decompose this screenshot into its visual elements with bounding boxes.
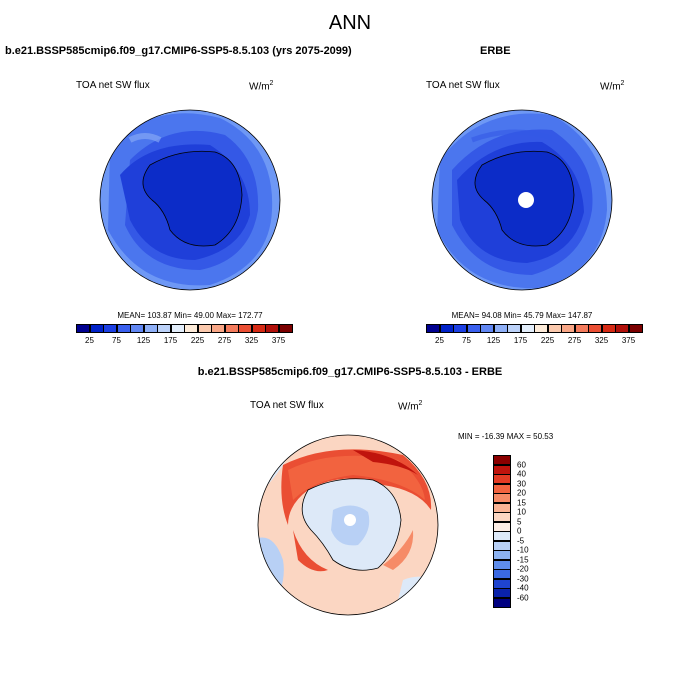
- panel3-units: W/m2: [398, 400, 423, 413]
- panel2-colorbar-swatch: [574, 324, 589, 333]
- panel3-colorbar-label: 60: [517, 460, 526, 469]
- panel1-colorbar-swatch: [157, 324, 171, 333]
- panel2-colorbar: 25 75 125 175 225 275 325 375: [426, 324, 643, 345]
- panel2-colorbar-swatch: [480, 324, 494, 333]
- panel3-colorbar-swatch: [493, 474, 511, 484]
- panel3-colorbar-label: -10: [517, 545, 529, 555]
- panel2-units: W/m2: [600, 80, 625, 93]
- panel3-colorbar-swatch: [493, 531, 511, 541]
- panel3-colorbar-swatch: [493, 483, 511, 494]
- panel1-colorbar-swatch: [103, 324, 117, 333]
- panel3-colorbar-label: 5: [517, 517, 522, 526]
- panel2-colorbar-swatch: [534, 324, 548, 333]
- panel2-stats: MEAN= 94.08 Min= 45.79 Max= 147.87: [451, 311, 593, 320]
- panel3-colorbar-label: -15: [517, 555, 529, 564]
- panel2-colorbar-label: 25: [435, 336, 444, 345]
- panel1-colorbar-swatch: [116, 324, 131, 333]
- panel2-colorbar-swatch: [493, 324, 508, 333]
- panel3-map: [257, 434, 439, 616]
- panel3-colorbar-label: 10: [517, 507, 526, 517]
- panel3-colorbar-swatch: [493, 559, 511, 570]
- panel1-colorbar-swatch: [224, 324, 239, 333]
- panel2-colorbar-label: 375: [621, 336, 636, 345]
- panel2-colorbar-swatch: [615, 324, 629, 333]
- panel3-colorbar-swatch: [493, 493, 511, 503]
- panel1-colorbar-swatch: [265, 324, 279, 333]
- panel1-colorbar-swatch: [130, 324, 144, 333]
- panel1-variable: TOA net SW flux: [76, 80, 150, 91]
- panel3-colorbar-swatch: [493, 588, 511, 598]
- panel2-colorbar-swatch: [507, 324, 521, 333]
- panel2-colorbar-swatch: [466, 324, 481, 333]
- panel1-map: [99, 109, 281, 291]
- panel3-colorbar-label: 40: [517, 469, 526, 479]
- panel3-colorbar-swatch: [493, 569, 511, 579]
- panel2-colorbar-label: 325: [594, 336, 609, 345]
- panel1-stats: MEAN= 103.87 Min= 49.00 Max= 172.77: [117, 311, 263, 320]
- panel2-map: [431, 109, 613, 291]
- panel3-colorbar-swatch: [493, 550, 511, 560]
- panel2-colorbar-swatch: [628, 324, 643, 333]
- panel2-colorbar-swatch: [588, 324, 602, 333]
- panel1-colorbar-label: 75: [112, 336, 121, 345]
- panel3-colorbar-label: -60: [517, 593, 529, 602]
- panel3-colorbar-swatch: [493, 512, 511, 522]
- panel1-colorbar-swatch: [211, 324, 225, 333]
- panel3-colorbar-swatch: [493, 455, 511, 465]
- panel3-colorbar-label: 20: [517, 488, 526, 498]
- panel2-colorbar-swatch: [601, 324, 616, 333]
- main-title: ANN: [328, 12, 372, 34]
- panel1-colorbar-label: 175: [163, 336, 178, 345]
- panel1-colorbar-swatch: [143, 324, 158, 333]
- panel2-colorbar-label: 75: [462, 336, 471, 345]
- panel2-colorbar-label: 175: [513, 336, 528, 345]
- panel2-title: ERBE: [480, 45, 511, 57]
- panel2-colorbar-label: 275: [567, 336, 582, 345]
- panel3-colorbar-swatch: [493, 464, 511, 475]
- panel3-colorbar-label: -40: [517, 583, 529, 593]
- panel2-colorbar-swatch: [453, 324, 467, 333]
- panel2-colorbar-swatch: [520, 324, 535, 333]
- panel2-colorbar-swatch: [439, 324, 454, 333]
- panel2-colorbar-label: 225: [540, 336, 555, 345]
- panel1-colorbar-label: 25: [85, 336, 94, 345]
- panel1-colorbar-swatch: [89, 324, 104, 333]
- panel3-colorbar-label: 30: [517, 479, 526, 488]
- panel3-colorbar-label: -5: [517, 536, 525, 545]
- panel1-colorbar: 25 75 125 175 225 275 325 375: [76, 324, 293, 345]
- panel1-colorbar-swatch: [197, 324, 212, 333]
- panel2-colorbar-swatch: [561, 324, 575, 333]
- panel3-variable: TOA net SW flux: [250, 400, 324, 411]
- panel3-colorbar-swatch: [493, 578, 511, 589]
- panel1-colorbar-swatch: [184, 324, 198, 333]
- panel3-colorbar-swatch: [493, 597, 511, 608]
- panel3-colorbar-swatch: [493, 540, 511, 551]
- panel1-colorbar-swatch: [238, 324, 252, 333]
- panel2-colorbar-swatch: [547, 324, 562, 333]
- panel1-colorbar-swatch: [170, 324, 185, 333]
- panel1-colorbar-label: 125: [136, 336, 151, 345]
- panel1-colorbar-label: 375: [271, 336, 286, 345]
- panel1-colorbar-label: 225: [190, 336, 205, 345]
- panel2-colorbar-label: 125: [486, 336, 501, 345]
- panel3-title: b.e21.BSSP585cmip6.f09_g17.CMIP6-SSP5-8.…: [197, 366, 503, 378]
- panel3-colorbar-label: 0: [517, 526, 522, 536]
- panel3-colorbar: 60 40 30 20 15 10 5 0 -5 -10 -15 -20 -30 -40 -60: [493, 455, 529, 608]
- panel1-colorbar-swatch: [251, 324, 266, 333]
- panel3-colorbar-swatch: [493, 502, 511, 513]
- panel3-colorbar-swatch: [493, 521, 511, 532]
- panel2-variable: TOA net SW flux: [426, 80, 500, 91]
- panel1-colorbar-swatch: [278, 324, 293, 333]
- panel1-colorbar-swatch: [76, 324, 90, 333]
- panel3-colorbar-label: 15: [517, 498, 526, 507]
- panel1-colorbar-label: 325: [244, 336, 259, 345]
- panel3-stats: MIN = -16.39 MAX = 50.53: [458, 432, 554, 441]
- panel3-colorbar-label: -30: [517, 574, 529, 583]
- panel1-title: b.e21.BSSP585cmip6.f09_g17.CMIP6-SSP5-8.…: [5, 45, 352, 57]
- panel3-colorbar-label: -20: [517, 564, 529, 574]
- panel2-colorbar-swatch: [426, 324, 440, 333]
- panel1-units: W/m2: [249, 80, 274, 93]
- panel1-colorbar-label: 275: [217, 336, 232, 345]
